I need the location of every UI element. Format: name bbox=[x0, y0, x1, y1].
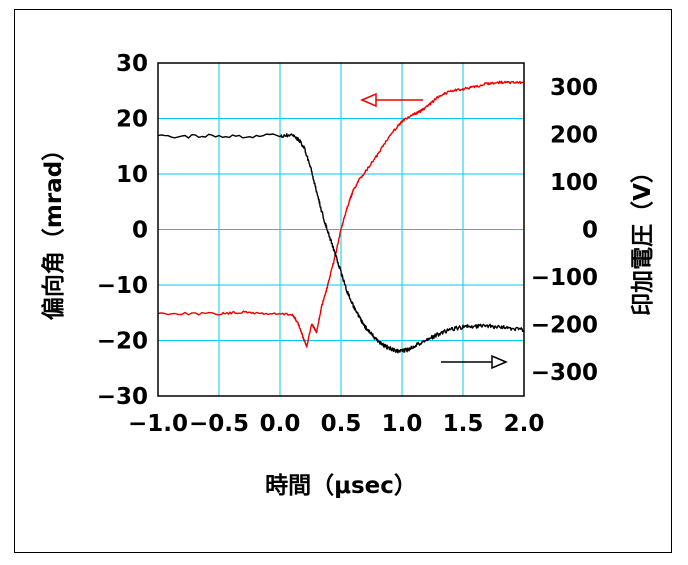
y-left-tick-label: −10 bbox=[97, 273, 148, 299]
y-right-tick-label: 100 bbox=[550, 170, 598, 196]
x-tick-label: −1.0 bbox=[128, 411, 188, 437]
y-left-tick-label: −20 bbox=[97, 329, 148, 355]
x-tick-label: 1.0 bbox=[382, 411, 423, 437]
x-tick-label: 2.0 bbox=[504, 411, 545, 437]
x-axis-title: 時間（μsec） bbox=[265, 472, 417, 499]
y-left-tick-label: 30 bbox=[116, 51, 148, 77]
x-tick-label: 1.5 bbox=[443, 411, 484, 437]
x-tick-label: 0.0 bbox=[260, 411, 301, 437]
grid-layer bbox=[158, 63, 524, 396]
y-axis-left-title: 偏向角（mrad） bbox=[40, 138, 67, 320]
y-left-tick-label: 10 bbox=[116, 162, 148, 188]
x-tick-label: 0.5 bbox=[321, 411, 362, 437]
ticks-layer: −1.0 −0.5 0.0 0.5 1.0 1.5 2.0−30−20−100102030−… bbox=[97, 51, 598, 437]
y-axis-right-title: 印加電圧（V） bbox=[629, 160, 656, 316]
y-right-tick-label: −200 bbox=[531, 313, 598, 339]
y-right-tick-label: 200 bbox=[550, 122, 598, 148]
y-right-tick-label: −100 bbox=[531, 265, 598, 291]
y-right-tick-label: 300 bbox=[550, 75, 598, 101]
right-axis-arrow-head bbox=[491, 354, 508, 370]
y-left-tick-label: 0 bbox=[132, 218, 148, 244]
y-left-tick-label: −30 bbox=[97, 384, 148, 410]
x-tick-label: −0.5 bbox=[189, 411, 249, 437]
arrow-layer bbox=[360, 92, 508, 370]
series-layer bbox=[157, 80, 525, 354]
y-right-tick-label: 0 bbox=[582, 218, 598, 244]
y-left-tick-label: 20 bbox=[116, 107, 148, 133]
series-voltage-line bbox=[157, 133, 525, 354]
y-right-tick-label: −300 bbox=[531, 360, 598, 386]
plot-area-border bbox=[157, 62, 525, 397]
series-deflection-line bbox=[157, 80, 525, 348]
left-axis-arrow-head bbox=[360, 92, 377, 108]
